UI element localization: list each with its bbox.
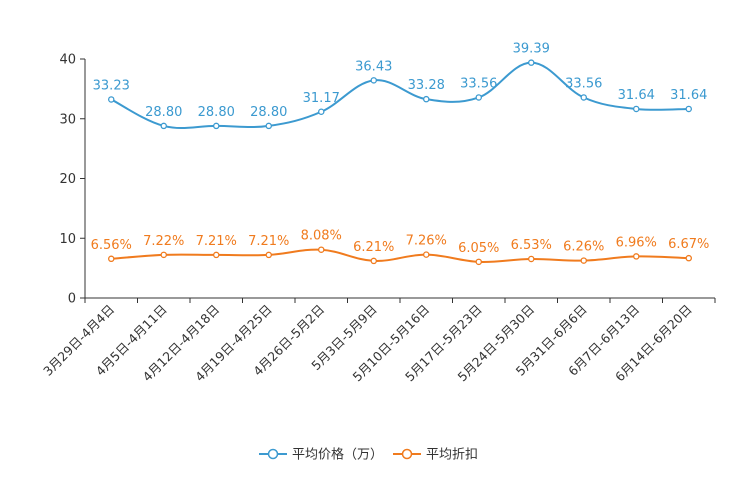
data-point[interactable] [212, 122, 220, 130]
data-point[interactable] [685, 105, 693, 113]
series-1: 6.56% 7.22% 7.21% 7.21% 8.08% 6.21% 7.26% 6.05%… [91, 229, 709, 266]
data-point[interactable] [317, 246, 325, 253]
data-label: 7.22% [143, 234, 184, 249]
data-point[interactable] [370, 77, 377, 84]
data-label: 39.39 [513, 42, 550, 57]
data-label: 7.21% [196, 234, 237, 249]
series-layer: 33.23 28.80 28.80 28.80 31.17 36.43 33.28 33.56… [91, 42, 709, 266]
data-point[interactable] [160, 251, 167, 259]
data-point[interactable] [108, 96, 115, 103]
data-label: 6.96% [616, 235, 657, 250]
data-point[interactable] [370, 257, 377, 265]
data-point[interactable] [265, 122, 272, 130]
data-label: 28.80 [250, 105, 287, 120]
legend-label: 平均折扣 [426, 448, 478, 463]
data-label: 7.21% [248, 234, 289, 249]
legend-marker [401, 448, 413, 460]
data-label: 33.28 [408, 78, 445, 93]
series-line [111, 248, 689, 263]
data-point[interactable] [212, 251, 220, 259]
data-label: 33.56 [460, 76, 497, 91]
data-point[interactable] [633, 253, 640, 260]
data-point[interactable] [580, 257, 588, 264]
data-label: 33.23 [93, 78, 130, 93]
data-label: 28.80 [198, 105, 235, 120]
y-tick-label: 20 [59, 172, 76, 187]
data-label: 6.56% [91, 238, 132, 253]
data-point[interactable] [685, 254, 693, 262]
data-point[interactable] [633, 105, 640, 113]
data-label: 6.53% [511, 238, 552, 253]
data-label: 8.08% [301, 229, 342, 244]
data-label: 31.17 [303, 91, 340, 106]
data-point[interactable] [160, 122, 167, 130]
y-tick-label: 40 [59, 53, 76, 68]
legend: 平均价格（万） 平均折扣 [259, 447, 478, 463]
data-label: 31.64 [670, 88, 707, 103]
legend-item-1[interactable]: 平均折扣 [393, 448, 478, 463]
data-point[interactable] [475, 258, 482, 266]
data-point[interactable] [475, 94, 482, 101]
data-point[interactable] [528, 59, 535, 66]
data-point[interactable] [580, 94, 588, 101]
legend-label: 平均价格（万） [292, 447, 383, 463]
series-0: 33.23 28.80 28.80 28.80 31.17 36.43 33.28 33.56… [93, 42, 707, 130]
data-label: 6.21% [353, 240, 394, 255]
axes: 0102030403月29日-4月4日4月5日-4月11日4月12日-4月18日… [40, 53, 716, 384]
data-point[interactable] [108, 255, 115, 263]
legend-marker [267, 448, 279, 460]
data-label: 36.43 [355, 59, 392, 74]
data-label: 7.26% [406, 234, 447, 249]
y-tick-label: 30 [59, 112, 76, 127]
data-label: 33.56 [565, 76, 602, 91]
data-label: 28.80 [145, 105, 182, 120]
data-label: 6.26% [563, 240, 604, 255]
data-point[interactable] [528, 255, 535, 263]
legend-item-0[interactable]: 平均价格（万） [259, 447, 383, 463]
data-label: 31.64 [618, 88, 655, 103]
data-point[interactable] [422, 251, 430, 258]
y-tick-label: 10 [59, 232, 76, 247]
data-point[interactable] [317, 108, 325, 116]
y-tick-label: 0 [68, 292, 76, 307]
data-label: 6.67% [668, 237, 709, 252]
data-label: 6.05% [458, 241, 499, 256]
data-point[interactable] [265, 251, 272, 259]
data-point[interactable] [422, 95, 430, 103]
